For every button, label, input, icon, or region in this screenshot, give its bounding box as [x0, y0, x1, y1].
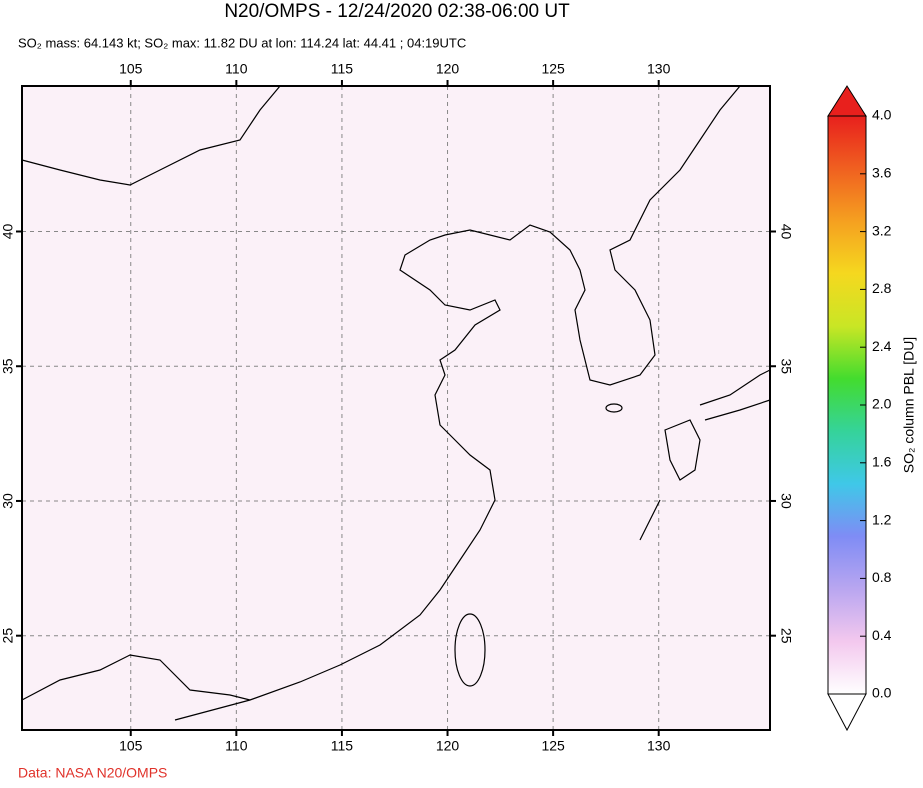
colorbar-tick-label: 2.8: [872, 280, 892, 296]
coastline: [174, 85, 741, 721]
colorbar-extend-low: [827, 693, 867, 732]
lat-tick-label: 25: [778, 628, 794, 644]
lon-tick-label: 120: [436, 738, 460, 754]
lon-tick-label: 120: [436, 61, 460, 77]
coastlines: [21, 85, 771, 721]
japan: [639, 369, 771, 541]
colorbar-tick-label: 0.4: [872, 627, 892, 643]
border: [21, 85, 281, 186]
colorbar-tick-label: 3.6: [872, 165, 892, 181]
colorbar-tick-label: 1.6: [872, 454, 892, 470]
lat-tick-label: 30: [0, 493, 16, 509]
colorbar-tick-label: 3.2: [872, 222, 892, 238]
lon-tick-label: 125: [541, 61, 565, 77]
border: [21, 654, 251, 701]
colorbar-tick-label: 0.0: [872, 685, 892, 701]
lon-tick-label: 130: [647, 61, 671, 77]
subtitle: SO₂ mass: 64.143 kt; SO₂ max: 11.82 DU a…: [18, 35, 466, 50]
map-background: [22, 86, 770, 730]
colorbar-tick-label: 2.4: [872, 338, 892, 354]
colorbar-tick-label: 2.0: [872, 396, 892, 412]
lon-tick-label: 115: [331, 61, 354, 77]
lon-tick-label: 105: [119, 61, 143, 77]
lat-tick-label: 30: [778, 493, 794, 509]
lon-tick-label: 110: [225, 61, 248, 77]
lon-tick-label: 130: [647, 738, 671, 754]
colorbar-tick-label: 4.0: [872, 107, 892, 123]
title: N20/OMPS - 12/24/2020 02:38-06:00 UT: [224, 1, 570, 22]
lon-tick-label: 110: [225, 738, 248, 754]
taiwan: [454, 613, 486, 687]
credit: Data: NASA N20/OMPS: [18, 765, 167, 781]
colorbar-label: SO₂ column PBL [DU]: [901, 337, 917, 473]
lat-tick-label: 40: [0, 224, 16, 240]
jeju: [605, 403, 623, 413]
lon-tick-label: 115: [331, 738, 354, 754]
colorbar-extend-high: [827, 85, 867, 117]
grid: [22, 86, 770, 730]
lat-tick-label: 35: [0, 358, 16, 374]
lat-tick-label: 25: [0, 628, 16, 644]
lon-tick-label: 105: [119, 738, 143, 754]
colorbar-tick-label: 1.2: [872, 511, 892, 527]
lat-tick-label: 40: [778, 224, 794, 240]
colorbar-tick-label: 0.8: [872, 569, 892, 585]
map-frame: [21, 85, 771, 731]
lat-tick-label: 35: [778, 358, 794, 374]
colorbar: 0.0 0.4 0.8 1.2 1.6 2.0 2.4 2.8 3.2 3.6 4.0 SO₂ col…: [827, 85, 917, 732]
lon-tick-label: 125: [541, 738, 565, 754]
